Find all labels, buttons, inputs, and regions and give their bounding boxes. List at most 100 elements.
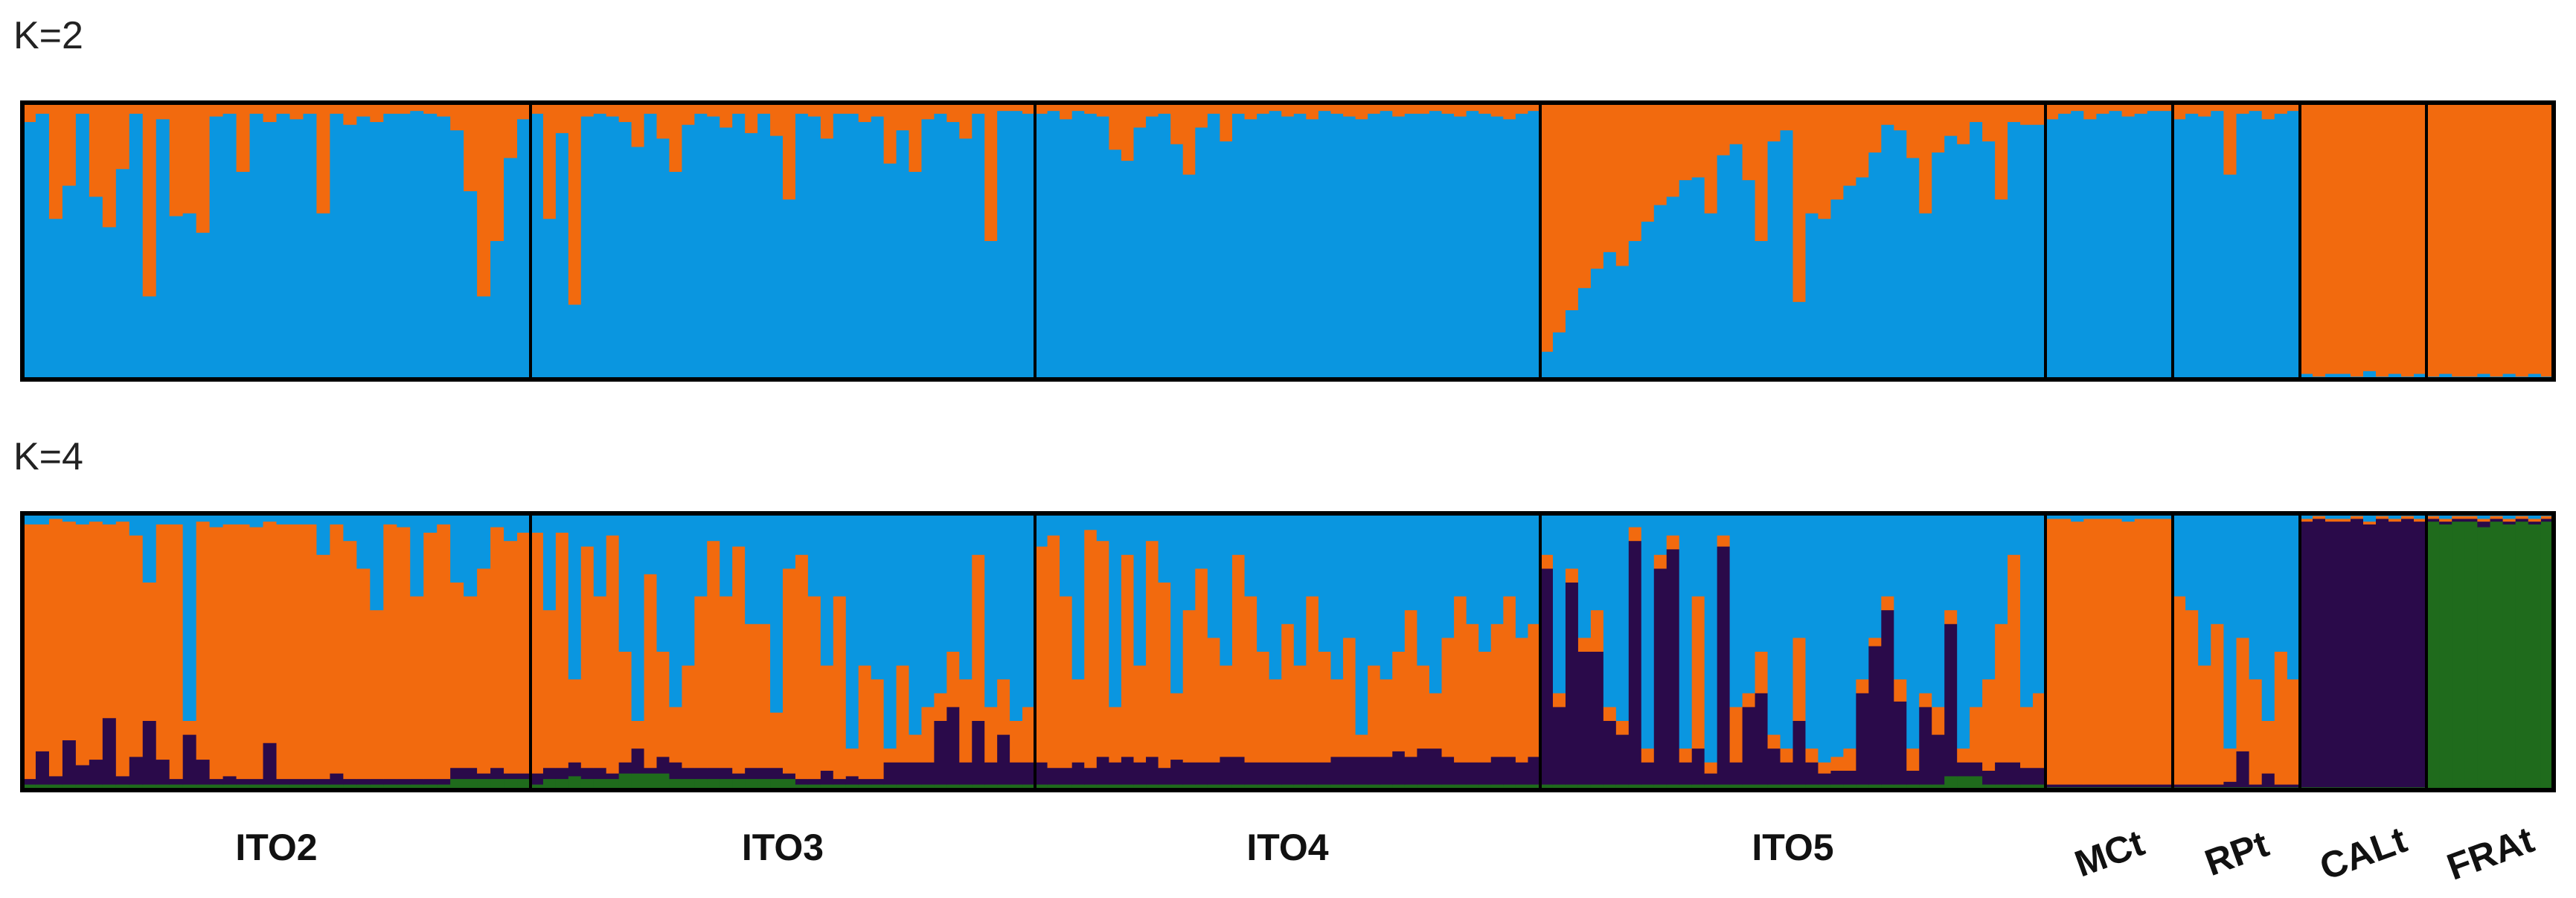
bar-ito3-34-cluster-1 bbox=[946, 103, 960, 123]
bar-ito5-18-cluster-1 bbox=[1755, 103, 1769, 242]
bar-ito2-27-cluster-1 bbox=[370, 103, 384, 123]
bar-frat-9-cluster-1 bbox=[2528, 513, 2542, 519]
bar-frat-4-cluster-2 bbox=[2464, 516, 2478, 519]
bar-ito2-31-cluster-2 bbox=[423, 533, 438, 780]
bar-ito5-38-cluster-1 bbox=[2008, 513, 2021, 556]
bar-calt-7-cluster-2 bbox=[2376, 516, 2389, 519]
bar-ito2-16-cluster-3 bbox=[222, 776, 237, 785]
bar-ito2-22-cluster-2 bbox=[303, 113, 318, 380]
bar-ito2-5-cluster-2 bbox=[75, 524, 90, 766]
bar-rpt-2-cluster-1 bbox=[2185, 513, 2199, 611]
bar-ito4-38-cluster-2 bbox=[1490, 116, 1504, 380]
bar-ito3-8-cluster-2 bbox=[618, 122, 632, 380]
bar-ito4-28-cluster-1 bbox=[1368, 513, 1381, 666]
bar-ito4-26-cluster-2 bbox=[1343, 116, 1356, 380]
bar-ito3-27-cluster-1 bbox=[858, 513, 872, 666]
bar-ito5-10-cluster-3 bbox=[1653, 568, 1667, 785]
bar-ito5-30-cluster-1 bbox=[1906, 103, 1920, 158]
bar-ito3-25-cluster-1 bbox=[833, 513, 847, 597]
bar-ito5-19-cluster-3 bbox=[1767, 748, 1781, 785]
bar-rpt-8-cluster-2 bbox=[2261, 119, 2275, 380]
bar-ito3-2-cluster-1 bbox=[542, 513, 557, 611]
bar-ito3-25-cluster-2 bbox=[833, 113, 847, 380]
bar-ito2-16-cluster-1 bbox=[222, 513, 237, 525]
bar-calt-1-cluster-3 bbox=[2300, 522, 2313, 788]
bar-rpt-5-cluster-2 bbox=[2223, 748, 2237, 783]
bar-ito2-13-cluster-1 bbox=[182, 513, 197, 722]
bar-ito5-27-cluster-2 bbox=[1868, 152, 1882, 380]
bar-ito5-25-cluster-4 bbox=[1843, 784, 1856, 791]
bar-ito4-13-cluster-2 bbox=[1182, 610, 1196, 763]
bar-ito3-23-cluster-2 bbox=[807, 116, 821, 380]
bar-ito2-38-cluster-4 bbox=[517, 779, 531, 791]
bar-rpt-9-cluster-2 bbox=[2274, 652, 2288, 785]
bar-ito4-40-cluster-4 bbox=[1515, 784, 1529, 791]
bar-ito5-26-cluster-1 bbox=[1856, 513, 1869, 680]
bar-ito3-10-cluster-4 bbox=[644, 773, 658, 791]
bar-ito3-32-cluster-1 bbox=[921, 103, 935, 120]
bar-ito5-39-cluster-2 bbox=[2020, 707, 2034, 769]
bar-ito2-3-cluster-3 bbox=[48, 776, 63, 785]
bar-ito2-5-cluster-1 bbox=[75, 103, 90, 115]
bar-ito3-38-cluster-2 bbox=[997, 111, 1010, 380]
bar-ito2-17-cluster-1 bbox=[236, 103, 251, 173]
bar-ito3-10-cluster-2 bbox=[644, 574, 658, 769]
bar-ito4-6-cluster-2 bbox=[1096, 116, 1109, 380]
bar-ito4-32-cluster-4 bbox=[1417, 784, 1430, 791]
bar-ito4-34-cluster-1 bbox=[1441, 103, 1455, 115]
bar-ito3-14-cluster-2 bbox=[694, 113, 708, 380]
bar-ito3-6-cluster-1 bbox=[593, 103, 607, 115]
bar-calt-6-cluster-2 bbox=[2363, 371, 2377, 380]
bar-calt-10-cluster-2 bbox=[2414, 373, 2427, 380]
bar-ito3-28-cluster-2 bbox=[871, 116, 885, 380]
bar-ito5-3-cluster-4 bbox=[1565, 784, 1579, 791]
bar-ito3-24-cluster-3 bbox=[820, 770, 834, 785]
bar-ito3-28-cluster-1 bbox=[871, 103, 885, 117]
bar-frat-5-cluster-3 bbox=[2477, 522, 2491, 527]
bar-ito2-36-cluster-2 bbox=[490, 527, 504, 769]
bar-ito5-12-cluster-1 bbox=[1679, 513, 1693, 749]
bar-mct-9-cluster-2 bbox=[2147, 111, 2161, 380]
bar-calt-10-cluster-1 bbox=[2414, 103, 2427, 374]
bar-ito2-21-cluster-4 bbox=[289, 784, 304, 791]
bar-ito4-21-cluster-1 bbox=[1281, 513, 1295, 625]
bar-ito5-19-cluster-2 bbox=[1767, 734, 1781, 749]
bar-ito4-3-cluster-4 bbox=[1060, 784, 1073, 791]
bar-ito4-24-cluster-1 bbox=[1318, 103, 1332, 112]
bar-ito5-33-cluster-3 bbox=[1944, 623, 1958, 777]
bar-ito4-39-cluster-3 bbox=[1503, 757, 1516, 785]
bar-ito2-7-cluster-2 bbox=[102, 227, 117, 380]
bar-frat-6-cluster-3 bbox=[2490, 519, 2504, 522]
bar-rpt-8-cluster-2 bbox=[2261, 721, 2275, 774]
bar-ito3-11-cluster-1 bbox=[656, 513, 670, 652]
bar-ito4-18-cluster-2 bbox=[1244, 119, 1257, 380]
bar-ito5-32-cluster-4 bbox=[1932, 784, 1945, 791]
bar-ito2-36-cluster-3 bbox=[490, 768, 504, 780]
bar-ito2-21-cluster-2 bbox=[289, 119, 304, 380]
bar-ito3-5-cluster-1 bbox=[580, 513, 595, 548]
bar-ito4-40-cluster-3 bbox=[1515, 762, 1529, 785]
bar-calt-10-cluster-1 bbox=[2414, 513, 2427, 519]
bar-ito4-21-cluster-4 bbox=[1281, 784, 1295, 791]
bar-mct-10-cluster-2 bbox=[2159, 519, 2173, 785]
bar-mct-4-cluster-2 bbox=[2083, 119, 2097, 380]
bar-ito5-9-cluster-1 bbox=[1641, 513, 1655, 749]
bar-mct-2-cluster-2 bbox=[2058, 113, 2072, 380]
bar-ito2-11-cluster-1 bbox=[156, 513, 170, 525]
bar-ito5-15-cluster-2 bbox=[1717, 155, 1731, 380]
bar-frat-4-cluster-3 bbox=[2464, 519, 2478, 522]
bar-ito4-4-cluster-1 bbox=[1071, 513, 1085, 680]
bar-ito2-4-cluster-4 bbox=[62, 784, 77, 791]
bar-ito3-5-cluster-1 bbox=[580, 103, 595, 117]
bar-ito3-22-cluster-1 bbox=[795, 103, 809, 115]
bar-ito3-30-cluster-1 bbox=[896, 513, 910, 666]
bar-ito4-20-cluster-2 bbox=[1269, 679, 1282, 763]
bar-rpt-10-cluster-1 bbox=[2287, 513, 2301, 680]
bar-ito4-16-cluster-1 bbox=[1220, 103, 1233, 142]
bar-ito3-19-cluster-1 bbox=[757, 513, 771, 625]
bar-ito2-30-cluster-1 bbox=[410, 103, 424, 112]
bar-ito5-4-cluster-1 bbox=[1577, 103, 1592, 289]
bar-mct-7-cluster-1 bbox=[2121, 103, 2136, 117]
bar-ito3-20-cluster-2 bbox=[770, 135, 784, 380]
bar-ito4-6-cluster-3 bbox=[1096, 757, 1109, 785]
